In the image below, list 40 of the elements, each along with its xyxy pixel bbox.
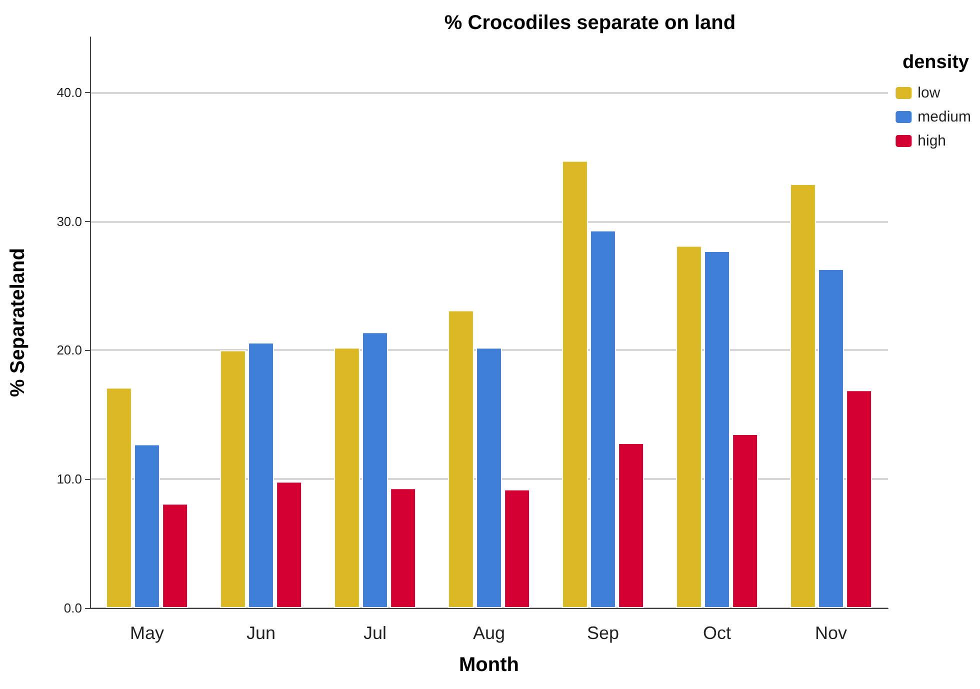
x-tick-label: Sep — [586, 623, 620, 643]
bar — [162, 504, 188, 608]
bar — [790, 184, 816, 608]
bar — [618, 443, 644, 608]
bar — [362, 332, 388, 608]
bar — [220, 350, 246, 608]
chart-title: % Crocodiles separate on land — [444, 12, 736, 34]
legend-label: medium — [918, 108, 972, 126]
bar — [276, 482, 302, 608]
legend-label: high — [918, 132, 946, 150]
bar — [390, 488, 416, 608]
bar — [504, 489, 530, 608]
bar — [846, 390, 872, 608]
bar — [732, 434, 758, 608]
legend-label: low — [918, 84, 940, 102]
bar — [248, 342, 274, 608]
y-tick-label: 20.0 — [56, 342, 82, 358]
y-tick-label: 30.0 — [56, 214, 82, 229]
y-axis-title: % Separateland — [7, 248, 29, 397]
x-tick-label: Oct — [702, 623, 732, 643]
bar — [134, 444, 160, 608]
legend-title: density — [902, 52, 970, 73]
y-tick-label: 40.0 — [56, 84, 82, 100]
bar — [476, 348, 502, 608]
bar — [704, 250, 730, 608]
x-tick-label: May — [130, 623, 164, 643]
bar — [334, 348, 360, 608]
x-tick-label: Nov — [814, 623, 848, 643]
bar — [562, 160, 588, 608]
bar — [106, 388, 132, 608]
x-tick-label: Jul — [363, 623, 387, 643]
x-axis-title: Month — [459, 654, 519, 676]
bar — [590, 230, 616, 608]
y-tick-label: 10.0 — [56, 472, 82, 487]
y-tick-label: 0.0 — [64, 600, 82, 616]
x-tick-label: Aug — [472, 623, 506, 643]
bar — [818, 269, 844, 608]
bar — [448, 310, 474, 608]
x-tick-label: Jun — [246, 623, 276, 643]
bar — [676, 246, 702, 608]
